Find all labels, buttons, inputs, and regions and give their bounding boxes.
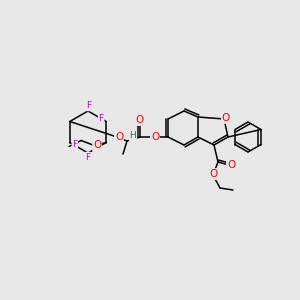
Text: O: O (151, 132, 159, 142)
Text: F: F (99, 114, 104, 123)
Text: F: F (86, 101, 92, 110)
Text: O: O (227, 160, 235, 170)
Text: O: O (136, 115, 144, 125)
Text: O: O (222, 113, 230, 123)
Text: O: O (115, 132, 123, 142)
Text: F: F (72, 140, 77, 149)
Text: F: F (85, 152, 91, 161)
Text: H: H (130, 131, 136, 140)
Text: O: O (93, 140, 101, 151)
Text: O: O (209, 169, 217, 179)
